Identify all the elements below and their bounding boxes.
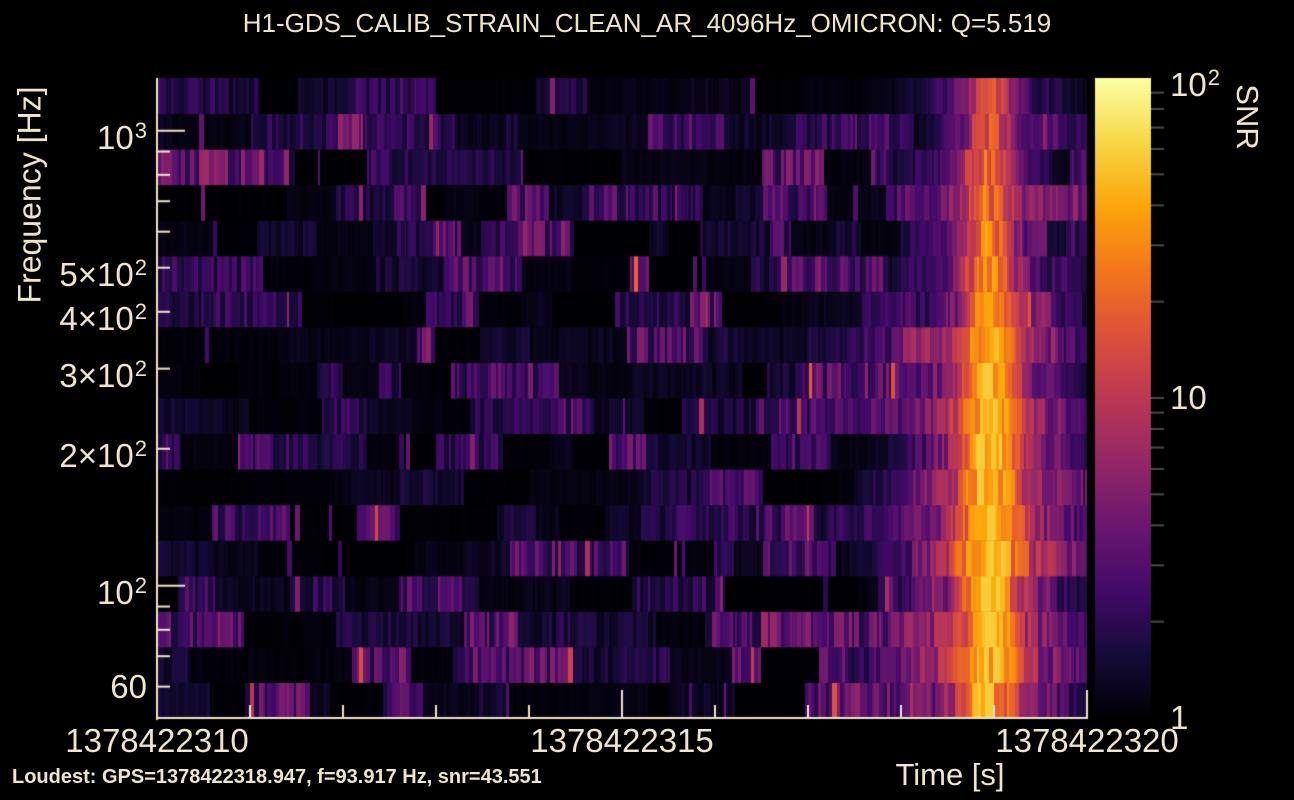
x-tick-label: 1378422320: [995, 722, 1179, 759]
colorbar-tick-label: 1: [1170, 699, 1189, 736]
y-tick-label: 103: [97, 117, 147, 156]
y-tick-label: 60: [110, 667, 147, 705]
y-tick-label: 5×102: [59, 254, 147, 293]
y-tick-label: 2×102: [59, 435, 147, 474]
y-tick-label: 4×102: [59, 298, 147, 337]
colorbar-label: SNR: [1230, 84, 1265, 150]
x-tick-label: 1378422310: [65, 722, 249, 759]
plot-title: H1-GDS_CALIB_STRAIN_CLEAN_AR_4096Hz_OMIC…: [242, 8, 1052, 38]
y-tick-label: 3×102: [59, 355, 147, 394]
x-axis-label: Time [s]: [895, 757, 1005, 792]
colorbar-tick-label: 10: [1170, 379, 1207, 416]
y-tick-label: 102: [97, 572, 147, 611]
x-tick-label: 1378422315: [530, 722, 714, 759]
colorbar-tick-label: 102: [1170, 65, 1220, 103]
loudest-event-text: Loudest: GPS=1378422318.947, f=93.917 Hz…: [12, 766, 542, 788]
